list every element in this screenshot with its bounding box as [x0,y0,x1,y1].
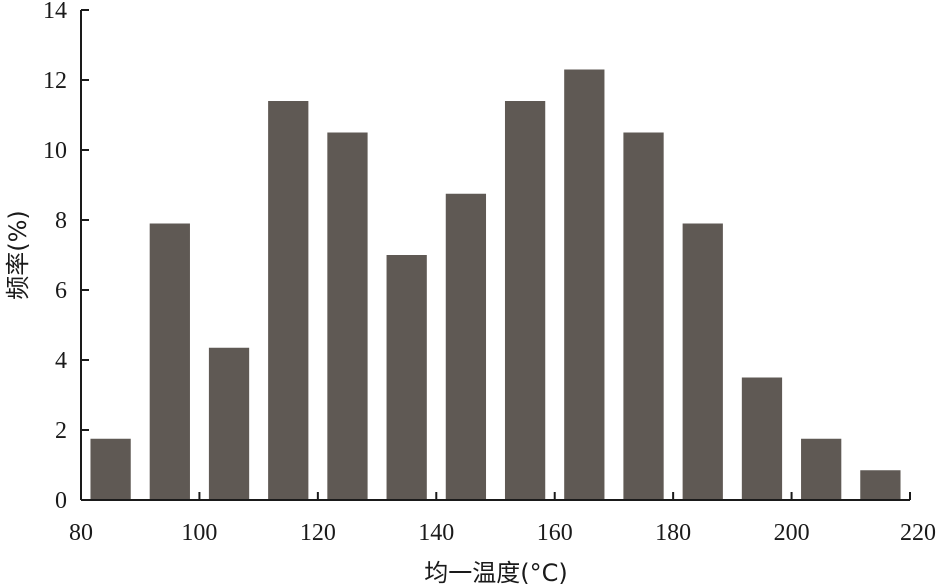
bar-160-170 [564,69,605,500]
bar-130-140 [386,255,427,500]
x-tick-label-200: 200 [774,520,810,546]
bar-100-110 [208,347,250,500]
bar-210-220 [860,470,901,500]
bar-200-210 [801,438,842,500]
bar-150-160 [504,101,546,500]
x-tick-label-120: 120 [300,520,336,546]
bars-group [90,69,901,500]
y-tick-label-2: 2 [55,418,67,444]
y-tick-label-0: 0 [55,488,67,514]
axes-group [80,10,910,501]
x-tick-label-100: 100 [181,520,217,546]
bar-90-100 [149,223,190,500]
x-tick-label-180: 180 [655,520,691,546]
x-tick-label-160: 160 [537,520,573,546]
y-tick-label-8: 8 [55,208,67,234]
bar-140-150 [445,193,487,500]
y-tick-label-12: 12 [43,68,67,94]
y-tick-label-6: 6 [55,278,67,304]
x-tick-label-80: 80 [69,520,93,546]
x-tick-label-220: 220 [900,520,936,546]
y-tick-label-14: 14 [43,0,67,24]
bar-110-120 [268,101,309,500]
y-axis-title: 频率(%) [4,210,32,300]
x-tick-label-140: 140 [418,520,454,546]
bar-120-130 [327,132,368,500]
bar-80-90 [90,438,131,500]
bar-170-180 [623,132,664,500]
ticks-group: 0 2 4 6 8 10 12 14 80 100 120 140 160 180 200 220 [43,0,936,546]
bar-180-190 [682,223,723,500]
x-axis-title: 均一温度(°C) [424,559,567,587]
y-tick-label-10: 10 [43,138,67,164]
bar-190-200 [741,377,783,500]
y-tick-label-4: 4 [55,348,67,374]
